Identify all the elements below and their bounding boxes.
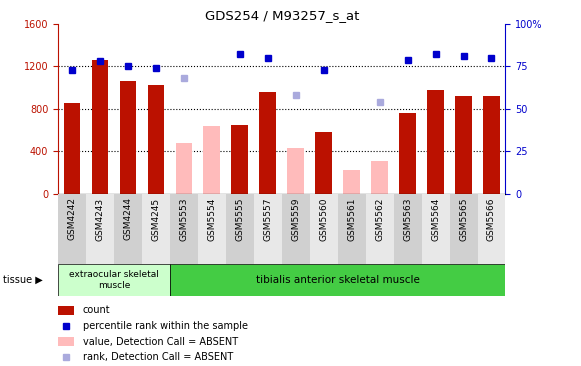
Bar bbox=[282, 194, 310, 264]
Text: GSM5564: GSM5564 bbox=[431, 198, 440, 241]
Text: GDS254 / M93257_s_at: GDS254 / M93257_s_at bbox=[205, 9, 359, 22]
Bar bbox=[427, 90, 444, 194]
Bar bbox=[86, 194, 114, 264]
Text: percentile rank within the sample: percentile rank within the sample bbox=[83, 321, 248, 331]
Bar bbox=[226, 194, 254, 264]
Bar bbox=[92, 60, 109, 194]
Bar bbox=[288, 148, 304, 194]
Bar bbox=[58, 306, 74, 315]
Bar bbox=[175, 143, 192, 194]
Text: GSM4242: GSM4242 bbox=[67, 198, 77, 240]
Bar bbox=[310, 194, 338, 264]
Bar bbox=[478, 194, 505, 264]
Text: GSM5559: GSM5559 bbox=[291, 198, 300, 241]
Bar bbox=[338, 194, 365, 264]
Bar bbox=[399, 113, 416, 194]
Text: GSM5553: GSM5553 bbox=[180, 198, 188, 241]
Text: GSM5555: GSM5555 bbox=[235, 198, 245, 241]
Bar bbox=[58, 337, 74, 346]
Bar bbox=[142, 194, 170, 264]
Text: GSM5554: GSM5554 bbox=[207, 198, 216, 241]
Text: GSM4243: GSM4243 bbox=[95, 198, 105, 240]
Bar bbox=[170, 194, 198, 264]
Bar bbox=[365, 194, 393, 264]
Text: GSM5560: GSM5560 bbox=[319, 198, 328, 241]
Text: GSM5566: GSM5566 bbox=[487, 198, 496, 241]
Bar bbox=[58, 194, 86, 264]
Text: GSM5557: GSM5557 bbox=[263, 198, 272, 241]
Bar bbox=[455, 96, 472, 194]
Text: value, Detection Call = ABSENT: value, Detection Call = ABSENT bbox=[83, 337, 238, 347]
Bar bbox=[315, 132, 332, 194]
Bar bbox=[450, 194, 478, 264]
Bar bbox=[203, 126, 220, 194]
Text: GSM4245: GSM4245 bbox=[152, 198, 160, 240]
Bar bbox=[254, 194, 282, 264]
Text: extraocular skeletal
muscle: extraocular skeletal muscle bbox=[69, 270, 159, 290]
Text: GSM5561: GSM5561 bbox=[347, 198, 356, 241]
Bar bbox=[114, 194, 142, 264]
Text: GSM4244: GSM4244 bbox=[124, 198, 132, 240]
Bar bbox=[483, 96, 500, 194]
Text: count: count bbox=[83, 305, 110, 315]
Text: GSM5562: GSM5562 bbox=[375, 198, 384, 241]
Bar bbox=[148, 86, 164, 194]
Bar bbox=[343, 169, 360, 194]
Text: GSM5565: GSM5565 bbox=[459, 198, 468, 241]
Bar bbox=[58, 264, 170, 296]
Bar bbox=[422, 194, 450, 264]
Bar bbox=[170, 264, 505, 296]
Text: tissue ▶: tissue ▶ bbox=[3, 275, 42, 285]
Bar bbox=[393, 194, 422, 264]
Bar bbox=[120, 81, 137, 194]
Text: tibialis anterior skeletal muscle: tibialis anterior skeletal muscle bbox=[256, 275, 419, 285]
Bar bbox=[64, 102, 80, 194]
Bar bbox=[259, 92, 276, 194]
Text: rank, Detection Call = ABSENT: rank, Detection Call = ABSENT bbox=[83, 352, 233, 362]
Text: GSM5563: GSM5563 bbox=[403, 198, 412, 241]
Bar bbox=[371, 161, 388, 194]
Bar bbox=[198, 194, 226, 264]
Bar bbox=[231, 125, 248, 194]
